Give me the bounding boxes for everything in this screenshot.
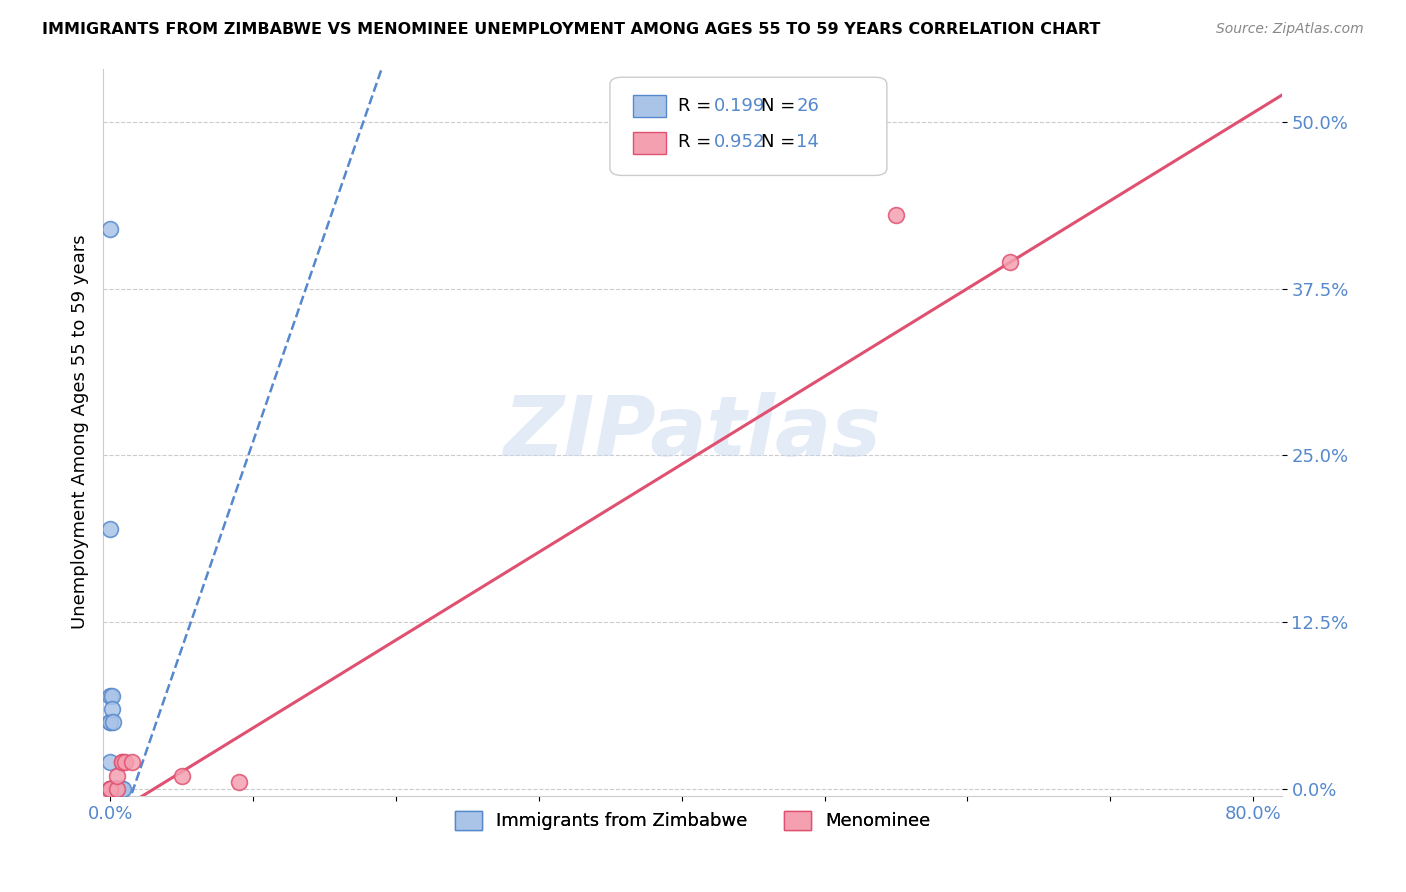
FancyBboxPatch shape [610,78,887,176]
Point [98,715,121,730]
Point [111,756,134,770]
Point [98,782,121,797]
Point [101,782,124,797]
Point [98,782,121,797]
Point [228,775,250,789]
Point [98,782,121,797]
Point [98,782,121,797]
Point [101,715,124,730]
Text: R =: R = [678,96,717,114]
Text: 14: 14 [796,133,820,151]
Point [98,782,121,797]
Point [112,782,135,797]
Point [98,522,121,536]
Point [884,208,907,222]
Text: 26: 26 [796,96,820,114]
Point [103,782,125,797]
Text: R =: R = [678,133,717,151]
Point [98,782,121,797]
Point [1000,255,1022,269]
Point [100,689,122,703]
Point [98,782,121,797]
Point [111,782,134,797]
Text: Source: ZipAtlas.com: Source: ZipAtlas.com [1216,22,1364,37]
Point [100,782,122,797]
Point [98,782,121,797]
Point [107,782,129,797]
Point [121,756,143,770]
Point [114,756,136,770]
Point [170,769,193,783]
Text: 0.952: 0.952 [714,133,765,151]
Point [103,782,125,797]
Point [107,769,129,783]
Point [111,756,134,770]
FancyBboxPatch shape [634,132,666,153]
Point [98,689,121,703]
Legend: Immigrants from Zimbabwe, Menominee: Immigrants from Zimbabwe, Menominee [447,804,938,838]
Point [98,715,121,730]
Point [100,782,122,797]
Text: N =: N = [761,96,801,114]
Text: ZIPatlas: ZIPatlas [503,392,882,473]
Text: N =: N = [761,133,801,151]
Point [108,782,131,797]
Text: 0.199: 0.199 [714,96,765,114]
Point [101,782,124,797]
Point [110,782,132,797]
Point [104,782,127,797]
Point [107,782,129,797]
Point [100,702,122,716]
Point [98,221,121,235]
FancyBboxPatch shape [634,95,666,117]
Y-axis label: Unemployment Among Ages 55 to 59 years: Unemployment Among Ages 55 to 59 years [72,235,89,630]
Point [98,756,121,770]
Point [107,782,129,797]
Text: IMMIGRANTS FROM ZIMBABWE VS MENOMINEE UNEMPLOYMENT AMONG AGES 55 TO 59 YEARS COR: IMMIGRANTS FROM ZIMBABWE VS MENOMINEE UN… [42,22,1101,37]
